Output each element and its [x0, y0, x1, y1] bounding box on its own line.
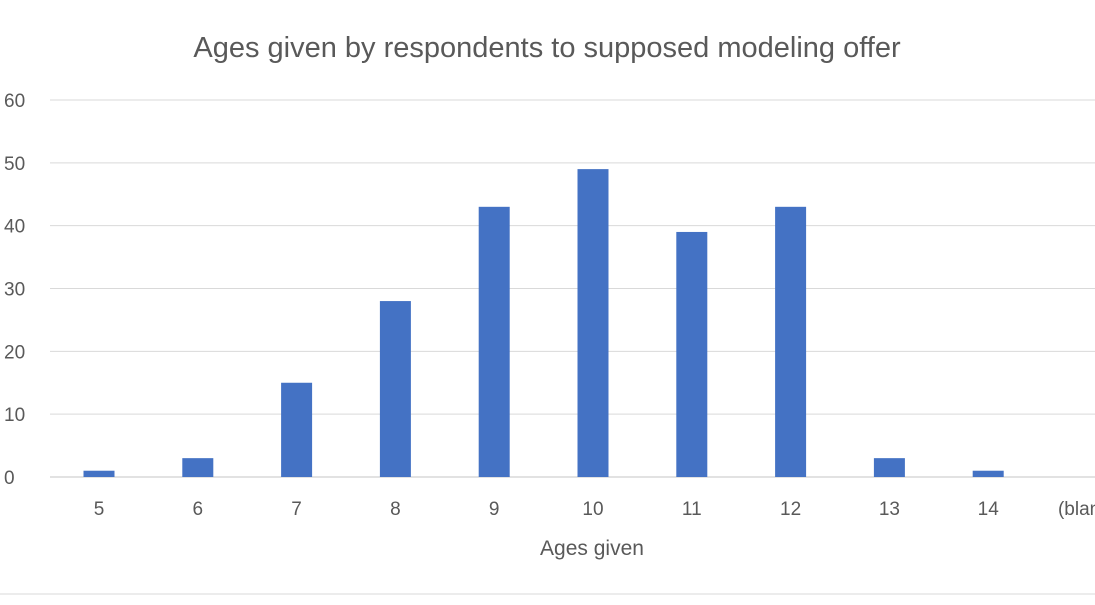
x-tick-label: 8 [390, 499, 401, 520]
x-tick-label: 13 [879, 499, 900, 520]
y-tick-label: 10 [4, 405, 25, 426]
chart-title: Ages given by respondents to supposed mo… [193, 32, 901, 64]
x-axis-ticks: 5 6 7 8 9 10 11 12 13 14 (blank) [94, 499, 1095, 520]
y-tick-label: 30 [4, 280, 25, 301]
bar-14 [972, 470, 1004, 477]
y-tick-label: 60 [4, 91, 25, 112]
bar-11 [676, 231, 708, 477]
bar-6 [182, 458, 214, 477]
x-tick-label: 11 [682, 499, 702, 520]
x-tick-label: 6 [193, 499, 204, 520]
x-tick-label: 7 [291, 499, 302, 520]
bar-9 [478, 206, 510, 478]
bar-7 [281, 382, 313, 477]
x-tick-label: 9 [489, 499, 500, 520]
x-tick-label: 5 [94, 499, 105, 520]
x-tick-label: (blank) [1058, 499, 1095, 520]
bar-12 [775, 206, 807, 478]
bar-8 [379, 301, 411, 477]
x-tick-label: 12 [780, 499, 801, 520]
bar-13 [873, 458, 905, 477]
bar-5 [83, 470, 115, 477]
gridlines [50, 99, 1095, 478]
y-tick-label: 50 [4, 154, 25, 175]
bar-10 [577, 169, 609, 477]
x-axis-label: Ages given [540, 537, 644, 560]
x-tick-label: 14 [978, 499, 1000, 520]
y-tick-label: 40 [4, 217, 25, 238]
y-axis-ticks: 0 10 20 30 40 50 60 [4, 91, 25, 489]
y-tick-label: 0 [4, 468, 15, 489]
bars [83, 169, 1004, 478]
y-tick-label: 20 [4, 342, 25, 363]
x-tick-label: 10 [582, 499, 603, 520]
